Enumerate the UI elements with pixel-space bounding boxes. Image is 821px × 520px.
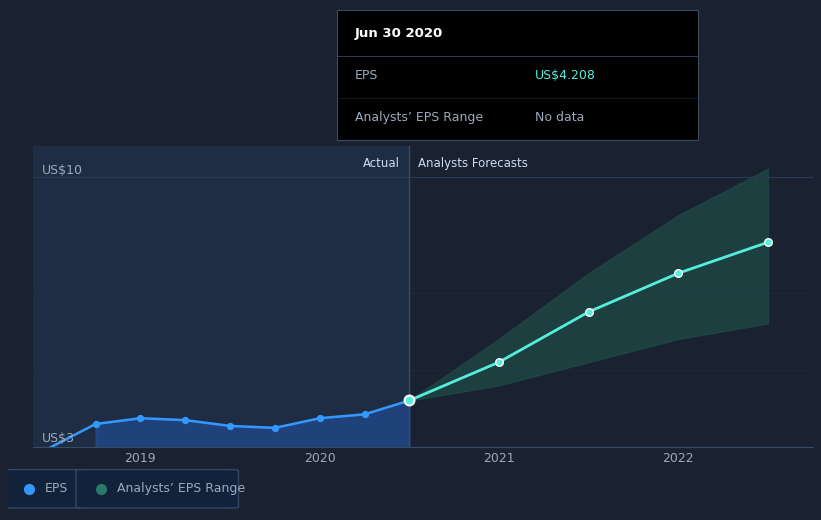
Text: Analysts’ EPS Range: Analysts’ EPS Range: [355, 111, 483, 124]
FancyBboxPatch shape: [3, 470, 85, 508]
Point: [313, 414, 326, 422]
Text: Analysts Forecasts: Analysts Forecasts: [419, 157, 528, 170]
Point: [582, 308, 595, 316]
Bar: [33, 146, 410, 447]
Text: EPS: EPS: [44, 483, 67, 495]
Point: [179, 416, 192, 424]
Point: [134, 414, 147, 422]
Text: Analysts’ EPS Range: Analysts’ EPS Range: [117, 483, 245, 495]
Point: [268, 424, 282, 432]
Text: US$4.208: US$4.208: [535, 69, 596, 82]
FancyBboxPatch shape: [76, 470, 239, 508]
Text: US$3: US$3: [42, 432, 75, 445]
Text: EPS: EPS: [355, 69, 378, 82]
Point: [358, 410, 371, 419]
Point: [223, 422, 236, 430]
Point: [761, 238, 774, 246]
Point: [672, 269, 685, 277]
Text: Jun 30 2020: Jun 30 2020: [355, 28, 443, 41]
Text: US$10: US$10: [42, 163, 83, 176]
Text: Actual: Actual: [364, 157, 401, 170]
Point: [89, 420, 102, 428]
Text: No data: No data: [535, 111, 585, 124]
Point: [403, 396, 416, 405]
Point: [493, 358, 506, 366]
